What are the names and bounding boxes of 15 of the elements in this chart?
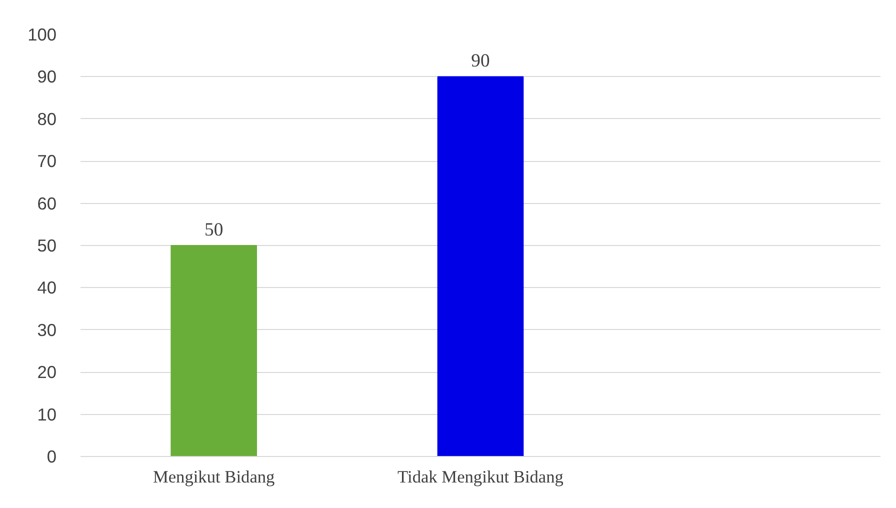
data-label: 50 [204, 220, 224, 240]
data-label: 90 [471, 50, 490, 72]
x-tick-label: Tidak Mengikut Bidang [398, 468, 564, 486]
y-tick-label: 90 [37, 66, 57, 87]
y-tick-label: 60 [37, 193, 57, 214]
y-tick-label: 100 [28, 24, 57, 44]
y-tick-label: 80 [37, 108, 57, 129]
y-tick-label: 30 [37, 320, 57, 340]
y-tick-label: 10 [37, 404, 57, 424]
y-tick-label: 40 [37, 278, 57, 298]
y-tick-label: 20 [37, 362, 57, 382]
y-tick-label: 0 [46, 446, 57, 466]
y-tick-label: 70 [37, 151, 57, 172]
y-tick-label: 50 [37, 236, 57, 256]
x-tick-label: Mengikut Bidang [152, 468, 276, 486]
